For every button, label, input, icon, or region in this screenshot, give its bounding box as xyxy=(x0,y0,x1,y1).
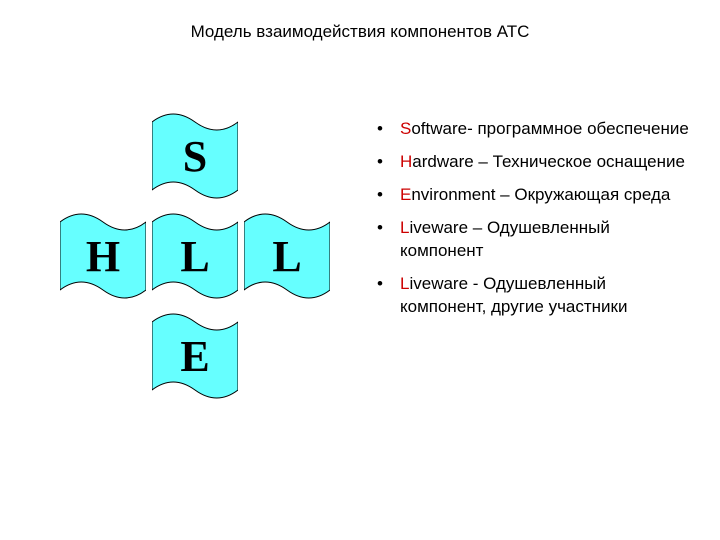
bullet-icon: • xyxy=(360,217,400,263)
legend-rest: iveware – Одушевленный компонент xyxy=(400,218,610,260)
bullet-icon: • xyxy=(360,151,400,174)
shell-block-s: S xyxy=(152,110,238,202)
shell-block-l2: L xyxy=(244,210,330,302)
legend-text: Software- программное обеспечение xyxy=(400,118,690,141)
legend-rest: nvironment – Окружающая среда xyxy=(411,185,670,204)
legend-rest: oftware- программное обеспечение xyxy=(411,119,688,138)
legend-rest: iveware - Одушевленный компонент, другие… xyxy=(400,274,627,316)
legend-item: •Liveware - Одушевленный компонент, друг… xyxy=(360,273,690,319)
bullet-icon: • xyxy=(360,118,400,141)
bullet-icon: • xyxy=(360,273,400,319)
highlight-letter: H xyxy=(400,152,412,171)
shell-block-l1: L xyxy=(152,210,238,302)
block-letter-s: S xyxy=(152,110,238,202)
highlight-letter: S xyxy=(400,119,411,138)
shell-block-e: E xyxy=(152,310,238,402)
block-letter-l2: L xyxy=(244,210,330,302)
legend-item: •Software- программное обеспечение xyxy=(360,118,690,141)
block-letter-h: H xyxy=(60,210,146,302)
legend-item: •Hardware – Техническое оснащение xyxy=(360,151,690,174)
page-title: Модель взаимодействия компонентов АТС xyxy=(0,22,720,42)
legend-text: Liveware – Одушевленный компонент xyxy=(400,217,690,263)
bullet-icon: • xyxy=(360,184,400,207)
legend-rest: ardware – Техническое оснащение xyxy=(412,152,685,171)
block-letter-l1: L xyxy=(152,210,238,302)
legend-item: •Environment – Окружающая среда xyxy=(360,184,690,207)
legend-list: •Software- программное обеспечение•Hardw… xyxy=(360,118,690,329)
legend-text: Hardware – Техническое оснащение xyxy=(400,151,690,174)
legend-item: •Liveware – Одушевленный компонент xyxy=(360,217,690,263)
shell-diagram: SHLLE xyxy=(60,110,340,450)
highlight-letter: E xyxy=(400,185,411,204)
block-letter-e: E xyxy=(152,310,238,402)
shell-block-h: H xyxy=(60,210,146,302)
legend-text: Environment – Окружающая среда xyxy=(400,184,690,207)
legend-text: Liveware - Одушевленный компонент, други… xyxy=(400,273,690,319)
